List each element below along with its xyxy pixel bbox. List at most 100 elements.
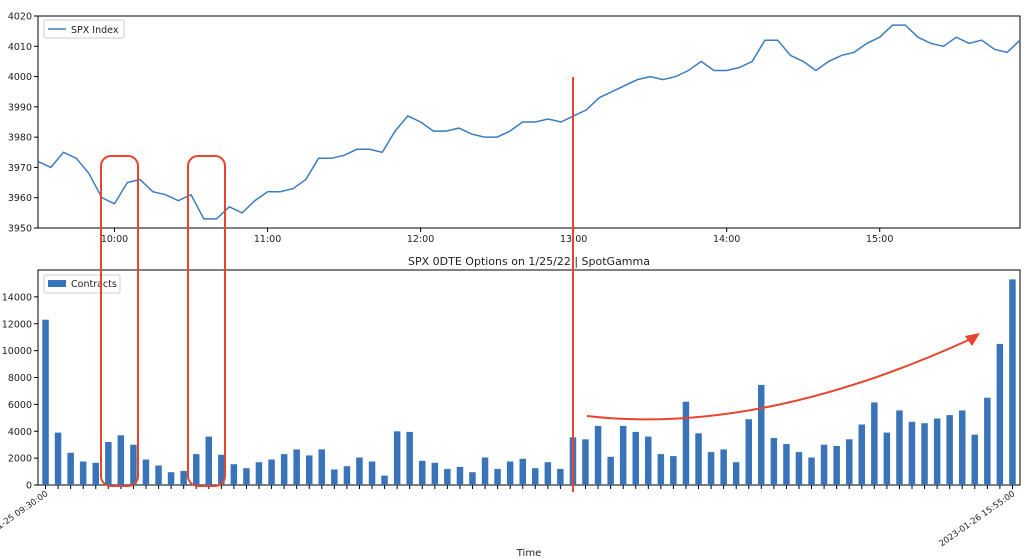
top-x-tick-label: 11:00 [254, 234, 281, 245]
contracts-bar [79, 461, 87, 485]
bottom-y-tick-label: 14000 [2, 292, 32, 303]
bottom-x-axis: 2023-01-25 09:30:00 2023-01-26 15:55:00 [0, 485, 1017, 549]
contracts-bar [255, 462, 263, 485]
contracts-bar [695, 433, 702, 485]
contracts-bar [406, 431, 413, 485]
bottom-legend-label: Contracts [71, 279, 117, 290]
contracts-bar [54, 432, 62, 485]
contracts-bar [959, 410, 966, 485]
contracts-bar [557, 468, 564, 485]
contracts-bar [193, 454, 200, 485]
contracts-bar [758, 384, 765, 485]
contracts-bar [356, 457, 363, 485]
contracts-bar [632, 431, 639, 485]
contracts-bar [155, 465, 162, 485]
top-y-tick-label: 4010 [8, 42, 32, 53]
contracts-bar [532, 468, 539, 485]
annotations [100, 77, 980, 492]
top-y-tick-label: 3990 [8, 102, 32, 113]
top-y-tick-label: 3970 [8, 163, 32, 174]
top-x-axis: 10:00 11:00 12:00 13:00 14:00 15:00 [101, 228, 893, 245]
contracts-bar [218, 454, 225, 485]
bottom-y-tick-label: 4000 [8, 427, 32, 438]
highlight-box-1 [100, 155, 139, 487]
contracts-bar [670, 456, 677, 485]
contracts-bar [456, 466, 464, 485]
trend-arrow [586, 337, 974, 421]
contracts-bar [582, 439, 589, 485]
contracts-bar [469, 472, 476, 485]
top-y-tick-label: 3950 [8, 224, 32, 235]
contracts-bar [494, 468, 501, 485]
bottom-y-axis: 0 2000 4000 6000 8000 10000 12000 14000 [2, 292, 38, 492]
contracts-bar [946, 415, 953, 485]
highlight-box-2 [187, 155, 226, 487]
contracts-bar [431, 462, 439, 485]
contracts-bar [933, 418, 941, 485]
contracts-bar [268, 459, 275, 485]
contracts-bar [331, 469, 338, 485]
top-x-tick-label: 15:00 [866, 234, 893, 245]
contracts-bar [419, 460, 426, 485]
contracts-bar [846, 439, 853, 485]
contracts-bar [858, 424, 865, 485]
contracts-bar [833, 446, 840, 485]
contracts-bar [1009, 279, 1016, 485]
contracts-bar [594, 425, 602, 485]
contracts-bar [368, 461, 376, 485]
bottom-y-tick-label: 0 [26, 481, 32, 492]
contracts-bars [42, 279, 1016, 486]
contracts-bar [243, 468, 250, 485]
contracts-bar [720, 449, 727, 485]
top-x-tick-label: 10:00 [101, 234, 128, 245]
spx-index-line [37, 24, 1021, 220]
contracts-bar [996, 343, 1004, 485]
top-axes-frame [37, 15, 1021, 229]
contracts-bar [745, 419, 752, 485]
contracts-bar [544, 462, 552, 485]
contracts-bar [280, 454, 288, 485]
contracts-bar [205, 436, 212, 485]
contracts-bar [682, 401, 690, 485]
contracts-bar [770, 438, 778, 485]
contracts-bar [971, 434, 978, 485]
contracts-bar [607, 456, 614, 485]
contracts-bar [393, 431, 401, 486]
contracts-bar [707, 452, 715, 485]
bottom-x-tick-label: 2023-01-25 09:30:00 [0, 489, 50, 549]
contracts-bar [67, 452, 74, 486]
top-x-tick-label: 12:00 [407, 234, 434, 245]
trend-arrow-head [965, 333, 980, 346]
contracts-bar [230, 464, 238, 485]
contracts-bar [105, 442, 112, 485]
contracts-bar [657, 454, 665, 485]
bottom-y-tick-label: 8000 [8, 373, 32, 384]
contracts-bar [808, 457, 815, 485]
contracts-bar [92, 462, 99, 485]
contracts-bar [783, 444, 790, 485]
top-x-tick-label: 14:00 [713, 234, 740, 245]
contracts-bar-chart: SPX 0DTE Options on 1/25/22 | SpotGamma … [0, 255, 1021, 559]
bottom-chart-title: SPX 0DTE Options on 1/25/22 | SpotGamma [408, 255, 650, 268]
contracts-bar [130, 444, 137, 485]
top-y-tick-label: 4020 [8, 12, 32, 23]
top-y-tick-label: 3960 [8, 193, 32, 204]
top-legend-label: SPX Index [71, 25, 119, 36]
top-y-axis: 3950 3960 3970 3980 3990 4000 4010 4020 [8, 12, 38, 235]
spx-line-chart: 3950 3960 3970 3980 3990 4000 4010 4020 10:00 11… [8, 12, 1021, 245]
contracts-bar [293, 449, 300, 485]
contracts-bar [318, 449, 325, 485]
bottom-y-tick-label: 10000 [2, 346, 32, 357]
contracts-bar [645, 436, 652, 485]
contracts-bar [306, 455, 313, 485]
contracts-bar [732, 462, 740, 485]
contracts-bar [343, 466, 351, 485]
contracts-bar [820, 444, 828, 485]
bottom-x-axis-label: Time [516, 548, 541, 559]
contracts-bar [908, 421, 916, 485]
bottom-y-tick-label: 2000 [8, 454, 32, 465]
contracts-bar [883, 432, 891, 485]
contracts-bar [519, 458, 526, 485]
contracts-bar [167, 472, 175, 485]
